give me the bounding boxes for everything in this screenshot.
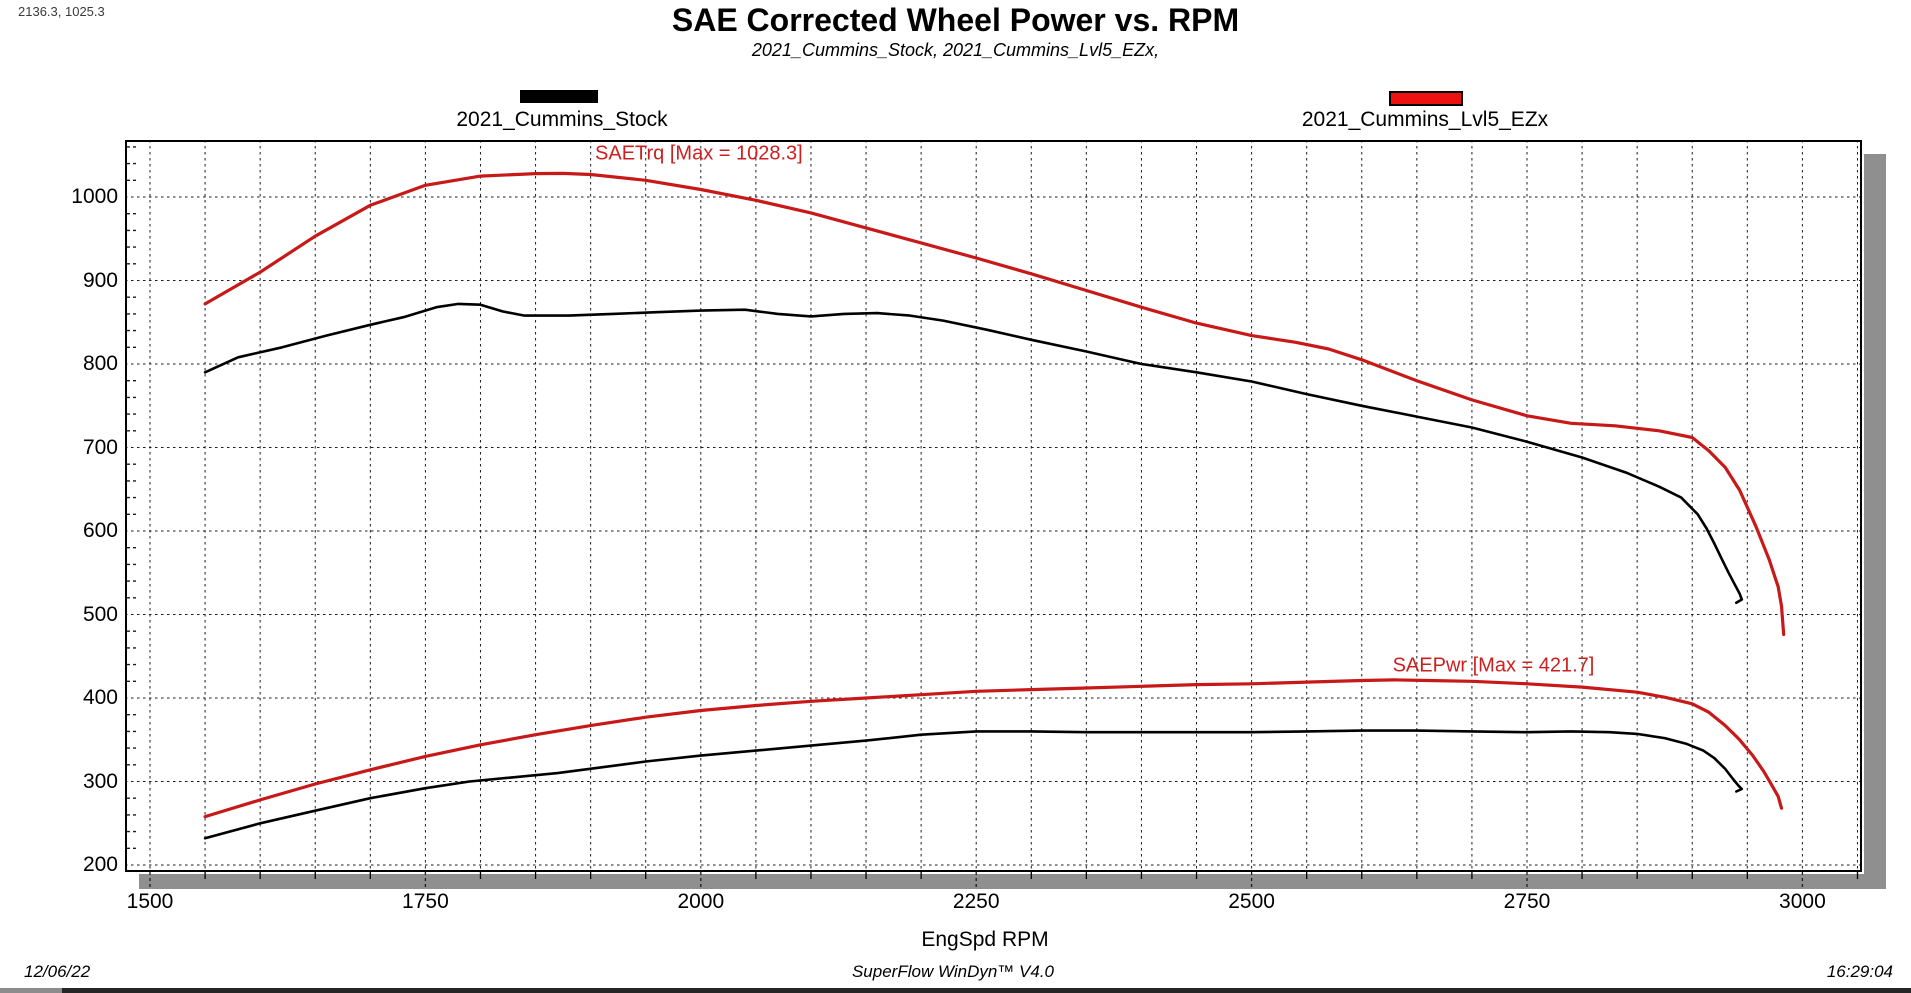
annotation-saepwr-max: SAEPwr [Max = 421.7] [1392,654,1595,677]
y-tick-label: 700 [82,435,118,459]
x-tick-label: 2500 [1228,890,1275,913]
chart-title: SAE Corrected Wheel Power vs. RPM [671,2,1240,38]
y-tick-label: 200 [82,853,118,876]
plot-area[interactable]: SAETrq [Max = 1028.3] SAEPwr [Max = 421.… [125,140,1862,888]
y-tick-label: 600 [82,519,118,542]
x-tick-label: 2750 [1503,890,1551,913]
window-bottom-edge [0,988,1911,993]
plot-shadow-bottom [139,874,1886,889]
y-tick-label: 300 [82,769,118,793]
series-SAEPwr_2021_Cummins_Stock [203,729,1744,840]
cursor-coordinate-readout: 2136.3, 1025.3 [18,4,105,19]
y-tick-label: 1000 [71,185,118,208]
y-tick-label: 900 [82,268,118,292]
footer-time: 16:29:04 [1826,962,1893,981]
chart-canvas [125,140,1862,888]
x-tick-label: 2250 [952,890,1000,913]
y-tick-label: 400 [82,686,118,709]
x-tick-label: 3000 [1779,890,1826,913]
chart-subtitle: 2021_Cummins_Stock, 2021_Cummins_Lvl5_EZ… [751,40,1160,60]
x-axis-title: EngSpd RPM [921,928,1049,951]
annotation-saetrq-max: SAETrq [Max = 1028.3] [595,142,803,165]
series-SAETrq_2021_Cummins_Lvl5_EZx [203,171,1786,637]
y-tick-label: 500 [82,602,118,626]
series-SAEPwr_2021_Cummins_Lvl5_EZx [203,678,1784,819]
legend-label-stock: 2021_Cummins_Stock [456,108,668,131]
window-bottom-edge-corner [0,988,62,993]
x-tick-label: 1500 [126,890,174,913]
x-tick-label: 2000 [677,890,725,913]
y-tick-label: 800 [82,352,118,375]
legend-swatch-stock [520,90,598,103]
x-tick-label: 1750 [402,890,449,913]
footer-date: 12/06/22 [24,962,91,981]
series-SAETrq_2021_Cummins_Stock [203,302,1744,605]
footer-app-name: SuperFlow WinDyn™ V4.0 [851,962,1055,981]
legend-label-lvl5-ezx: 2021_Cummins_Lvl5_EZx [1301,108,1549,131]
plot-shadow-right [1864,154,1886,889]
legend-swatch-lvl5-ezx [1389,91,1463,106]
plot-border [125,140,1862,872]
